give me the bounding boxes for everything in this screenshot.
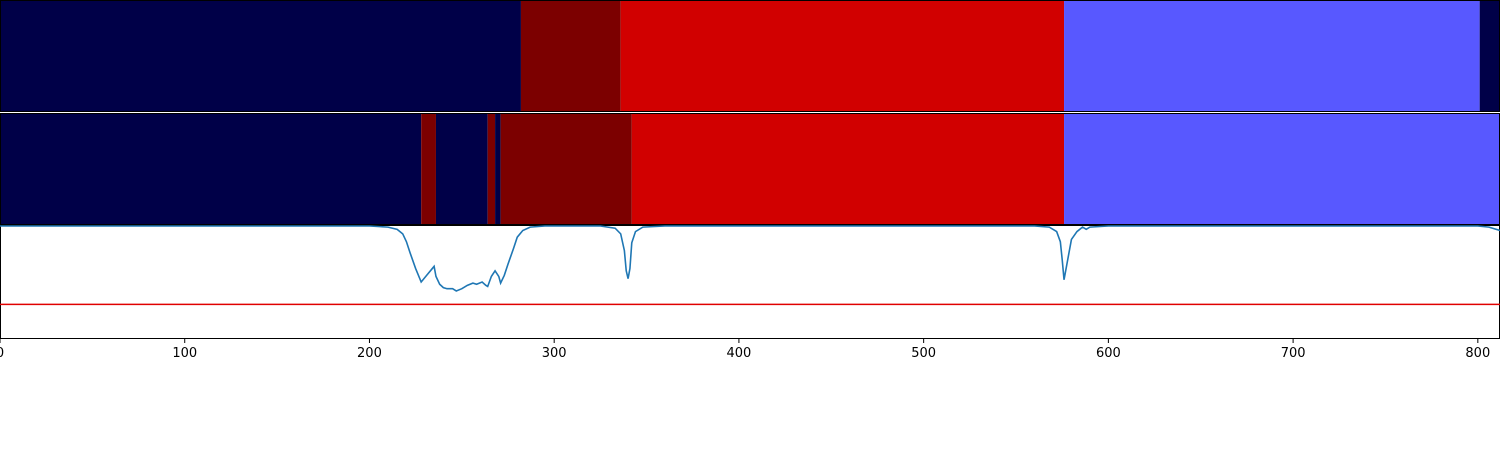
x-tick-label-8: 800 [1465,346,1490,361]
strip-1-segment-4 [1479,0,1500,112]
segment-strip-2 [0,113,1500,225]
x-tick-label-5: 500 [911,346,936,361]
x-tick-label-7: 700 [1281,346,1306,361]
line-panel-frame [0,225,1500,339]
x-tick-label-4: 400 [727,346,752,361]
series-line [0,225,1500,292]
strip-2-segment-4 [495,113,501,225]
strip-2-segment-6 [631,113,1065,225]
strip-2-segment-3 [487,113,496,225]
x-tick-label-2: 200 [357,346,382,361]
strip-1-segment-2 [620,0,1065,112]
strip-1-segment-3 [1064,0,1480,112]
x-tick-label-6: 600 [1096,346,1121,361]
x-axis: 0 100 200 300 400 500 600 700 800 [0,338,1490,361]
strip-2-segment-1 [421,113,436,225]
strip-2-segment-7 [1064,113,1500,225]
strip-2-segment-0 [0,113,422,225]
x-tick-label-1: 100 [172,346,197,361]
strip-1-segment-1 [520,0,621,112]
line-panel [0,225,1500,339]
strip-2-segment-2 [435,113,488,225]
segment-strip-1 [0,0,1500,112]
strip-1-segment-0 [0,0,521,112]
x-tick-label-0: 0 [0,346,4,361]
x-tick-label-3: 300 [542,346,567,361]
strip-2-segment-5 [500,113,632,225]
